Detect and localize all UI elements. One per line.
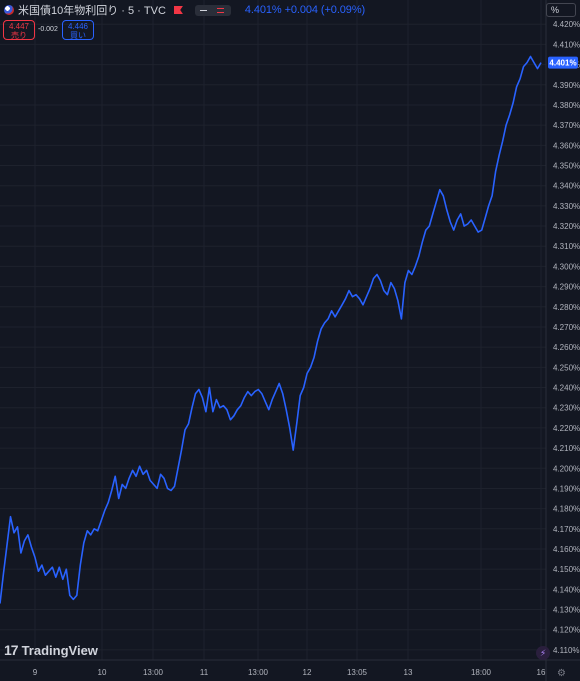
y-tick-label: 4.150% xyxy=(553,565,580,574)
y-tick-label: 4.260% xyxy=(553,343,580,352)
y-tick-label: 4.110% xyxy=(553,646,580,655)
sell-label: 売り xyxy=(11,31,27,40)
y-tick-label: 4.340% xyxy=(553,182,580,191)
y-tick-label: 4.300% xyxy=(553,262,580,271)
symbol-header: 米国債10年物利回り · 5 · TVC 4.401% +0.004 (+0.0… xyxy=(4,3,365,17)
x-tick-label: 9 xyxy=(33,668,38,677)
buy-price: 4.446 xyxy=(67,22,89,31)
x-tick-label: 13:00 xyxy=(143,668,164,677)
y-tick-label: 4.310% xyxy=(553,242,580,251)
y-tick-label: 4.190% xyxy=(553,484,580,493)
y-tick-label: 4.380% xyxy=(553,101,580,110)
y-tick-label: 4.370% xyxy=(553,121,580,130)
buy-button[interactable]: 4.446 買い xyxy=(62,20,94,40)
y-tick-label: 4.250% xyxy=(553,363,580,372)
x-tick-label: 13 xyxy=(404,668,413,677)
compare-toggle[interactable] xyxy=(194,4,231,16)
y-tick-label: 4.200% xyxy=(553,464,580,473)
us-flag-icon xyxy=(4,5,14,15)
buy-label: 買い xyxy=(70,31,86,40)
yield-line-series xyxy=(0,55,542,604)
y-tick-label: 4.120% xyxy=(553,626,580,635)
flag-marker-icon[interactable] xyxy=(173,6,183,14)
minus-icon xyxy=(199,9,207,11)
y-tick-label: 4.160% xyxy=(553,545,580,554)
x-tick-label: 10 xyxy=(98,668,107,677)
x-tick-label: 18:00 xyxy=(471,668,492,677)
settings-gear-icon[interactable]: ⚙ xyxy=(557,668,566,679)
y-tick-label: 4.280% xyxy=(553,303,580,312)
y-tick-label: 4.130% xyxy=(553,606,580,615)
y-tick-label: 4.140% xyxy=(553,585,580,594)
quote-last: 4.401% xyxy=(244,4,282,16)
spread-value: -0.002 xyxy=(38,26,58,33)
brand-name: TradingView xyxy=(21,642,98,658)
y-tick-label: 4.320% xyxy=(553,222,580,231)
symbol-title[interactable]: 米国債10年物利回り · 5 · TVC xyxy=(18,5,166,17)
y-tick-label: 4.350% xyxy=(553,162,580,171)
y-tick-label: 4.230% xyxy=(553,404,580,413)
sell-button[interactable]: 4.447 売り xyxy=(3,20,35,40)
x-tick-label: 16 xyxy=(537,668,546,677)
y-tick-label: 4.240% xyxy=(553,384,580,393)
last-value-badge xyxy=(548,56,578,69)
tv-logo-icon: 17 xyxy=(4,642,19,658)
y-tick-label: 4.180% xyxy=(553,505,580,514)
y-tick-label: 4.290% xyxy=(553,283,580,292)
last-value-label: 4.401% xyxy=(549,59,576,68)
y-tick-label: 4.330% xyxy=(553,202,580,211)
y-tick-label: 4.420% xyxy=(553,20,580,29)
y-tick-label: 4.220% xyxy=(553,424,580,433)
y-tick-label: 4.170% xyxy=(553,525,580,534)
x-tick-label: 13:05 xyxy=(347,668,368,677)
tradingview-logo[interactable]: 17 TradingView xyxy=(4,642,98,658)
x-tick-label: 12 xyxy=(303,668,312,677)
quote-summary: 4.401% +0.004 (+0.09%) xyxy=(245,4,365,16)
scale-mode-button[interactable]: % xyxy=(546,3,576,17)
y-tick-label: 4.270% xyxy=(553,323,580,332)
y-tick-label: 4.390% xyxy=(553,81,580,90)
y-tick-label: 4.410% xyxy=(553,40,580,49)
y-tick-label: 4.360% xyxy=(553,141,580,150)
x-tick-label: 11 xyxy=(200,668,209,677)
quote-change-pct: (+0.09%) xyxy=(320,4,366,16)
x-tick-label: 13:00 xyxy=(248,668,269,677)
lightning-icon[interactable]: ⚡ xyxy=(536,646,550,660)
quote-change: +0.004 xyxy=(284,4,318,16)
sell-price: 4.447 xyxy=(8,22,30,31)
equals-icon xyxy=(216,7,224,13)
y-tick-label: 4.210% xyxy=(553,444,580,453)
